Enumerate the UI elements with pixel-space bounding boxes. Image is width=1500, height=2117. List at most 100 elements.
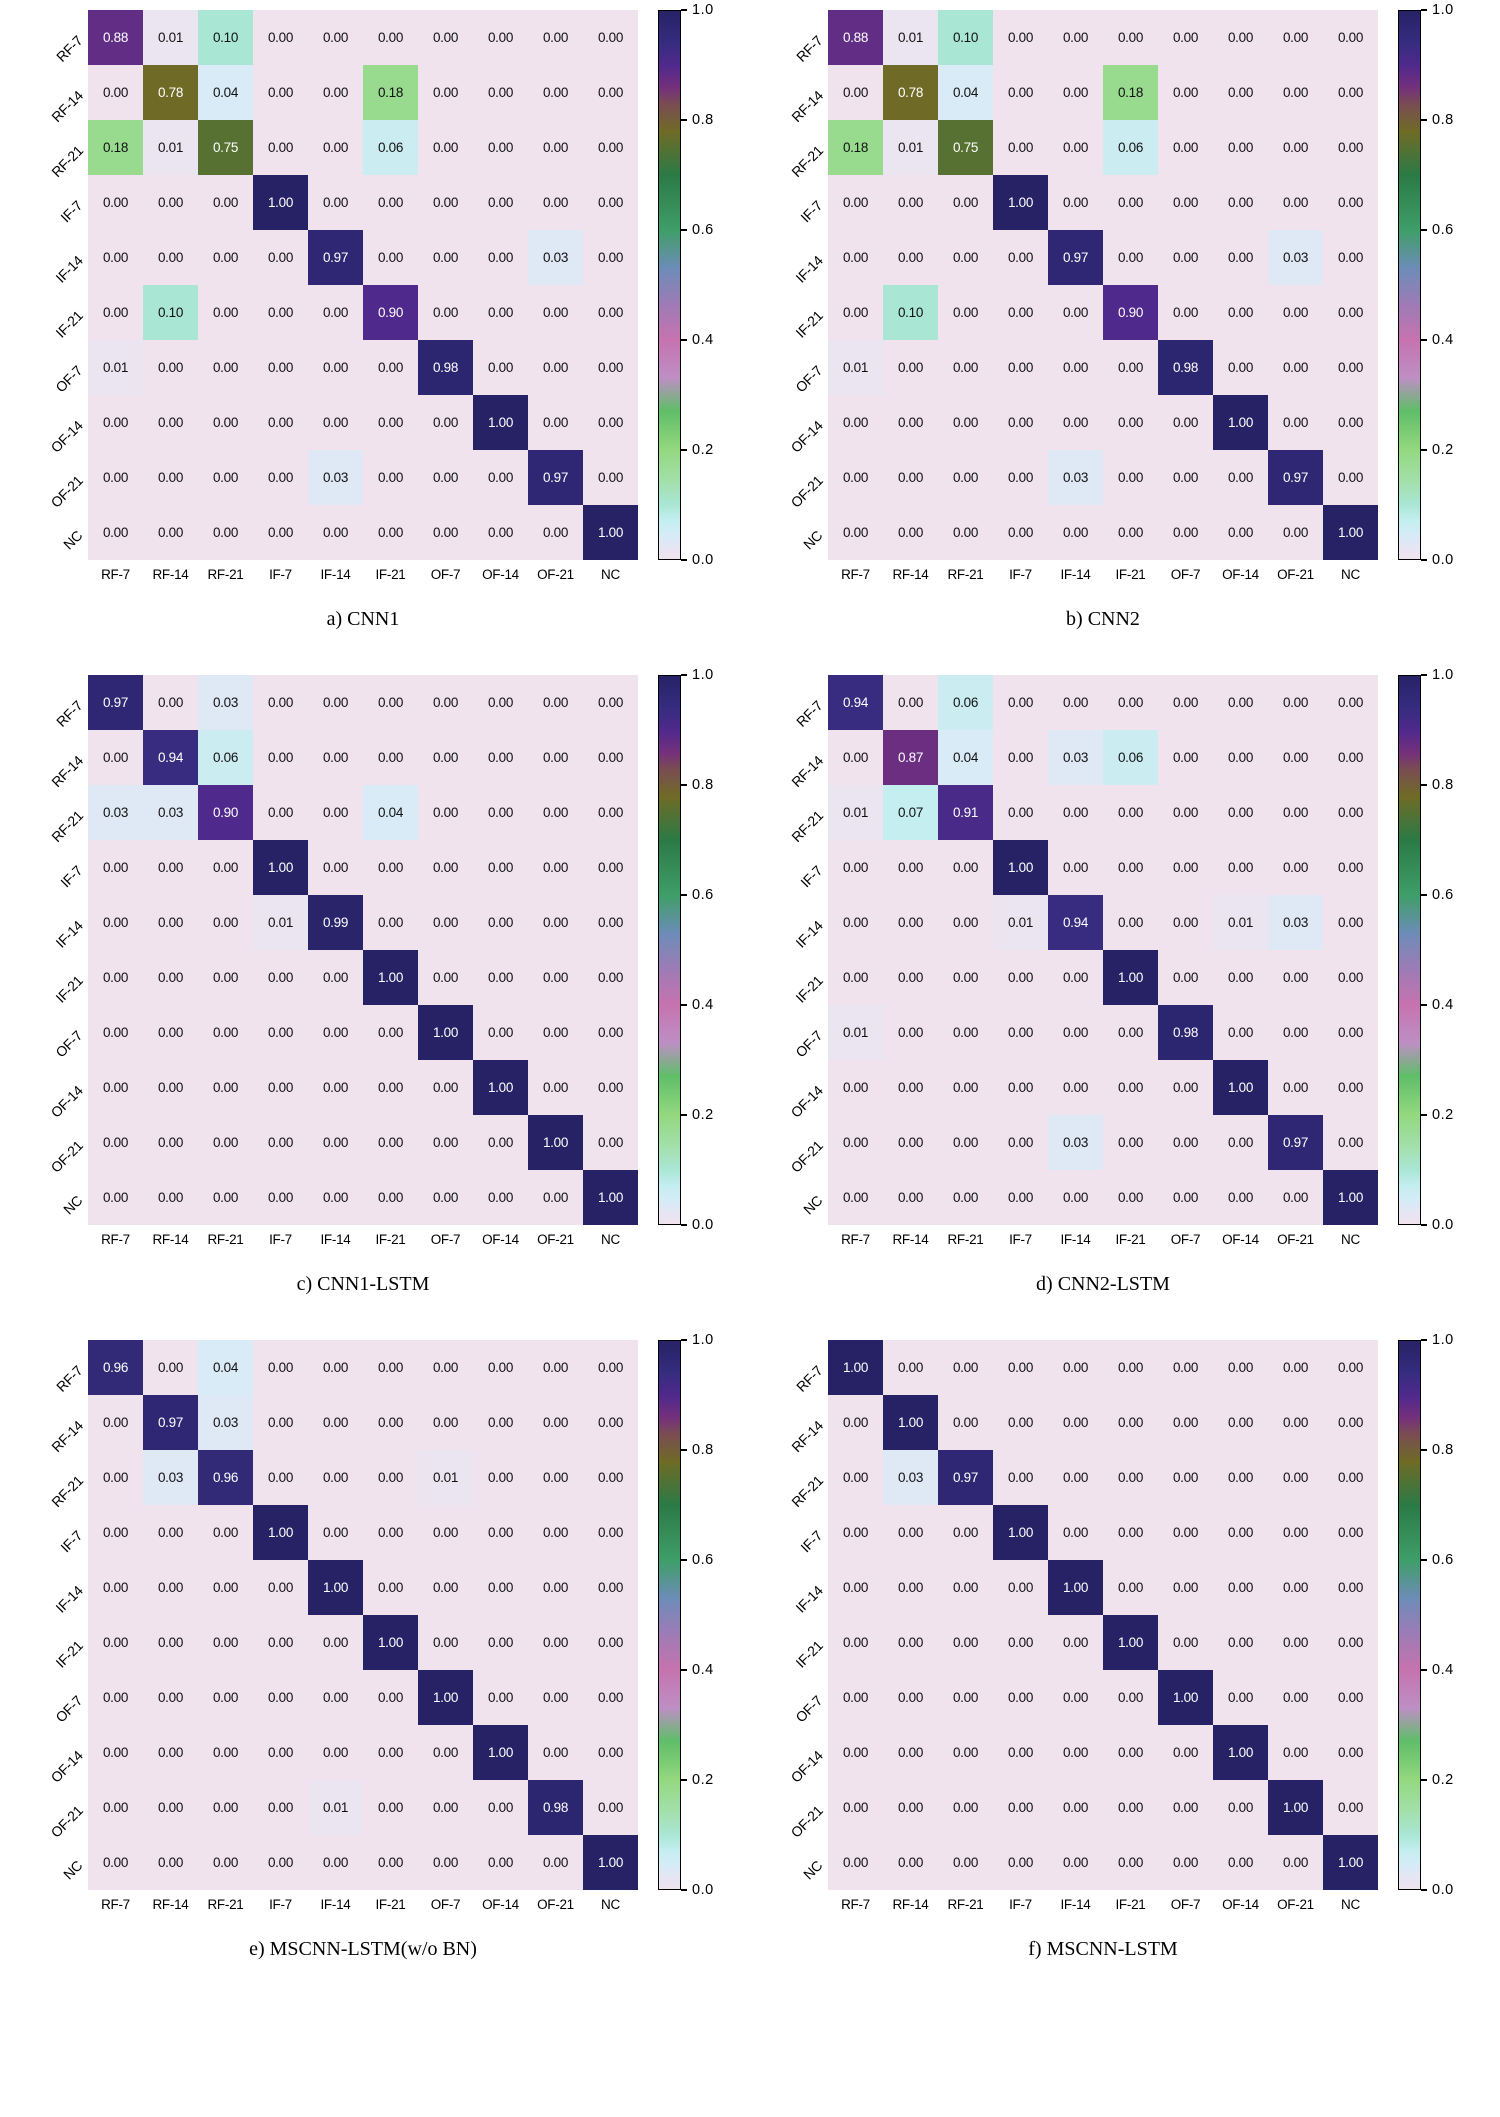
colorbar-tick-label: 0.2 (692, 1107, 714, 1123)
colorbar-tick: 0.2 (1421, 1772, 1454, 1788)
heatmap-row: IF-14 0.00 0.00 0.00 0.00 1.00 0.00 0.00 0.00 0.0… (16, 1560, 638, 1615)
colorbar-tick: 0.2 (681, 442, 714, 458)
heatmap-cell: 0.00 (883, 505, 938, 560)
heatmap-cell: 0.00 (363, 840, 418, 895)
x-tick-label: OF-14 (482, 1897, 519, 1912)
heatmap-cell: 0.00 (528, 1450, 583, 1505)
heatmap-row: RF-21 0.01 0.07 0.91 0.00 0.00 0.00 0.00 0.00 0.0… (756, 785, 1378, 845)
heatmap-cell: 0.00 (583, 1060, 638, 1115)
heatmap-row: NC 0.00 0.00 0.00 0.00 0.00 0.00 0.00 0.00 0.00 1.… (756, 505, 1378, 560)
colorbar-ticks: 1.0 0.8 0.6 0.4 0.2 0.0 (681, 667, 737, 1233)
y-axis-tick: OF-7 (756, 1005, 828, 1060)
heatmap-cell: 1.00 (418, 1005, 473, 1060)
y-axis-tick: IF-14 (756, 230, 828, 285)
panel-caption: b) CNN2 (1066, 608, 1140, 630)
heatmap-cell: 0.00 (528, 120, 583, 175)
heatmap-cell: 0.03 (1268, 895, 1323, 950)
heatmap-cell: 1.00 (583, 1835, 638, 1890)
colorbar-gradient (658, 10, 681, 560)
heatmap-cell: 0.98 (418, 340, 473, 395)
heatmap-cell: 0.00 (583, 675, 638, 730)
heatmap-cell: 0.00 (1268, 1505, 1323, 1560)
heatmap-cell: 1.00 (1213, 1060, 1268, 1115)
heatmap-cell: 0.00 (583, 840, 638, 895)
colorbar-tick-label: 0.8 (1432, 112, 1454, 128)
x-tick-label: IF-14 (320, 1232, 351, 1247)
heatmap-cell: 0.01 (828, 340, 883, 395)
heatmap-cell: 0.00 (583, 175, 638, 230)
heatmap-cell: 0.00 (418, 175, 473, 230)
colorbar-tick-label: 0.2 (692, 1772, 714, 1788)
heatmap-cell: 0.00 (1048, 675, 1103, 730)
colorbar-tick: 0.2 (681, 1107, 714, 1123)
heatmap-cell: 0.00 (253, 1560, 308, 1615)
heatmap-cell: 0.00 (1268, 505, 1323, 560)
x-tick-label: IF-7 (269, 567, 292, 582)
heatmap-cell: 0.00 (143, 1115, 198, 1170)
heatmap-cell: 0.00 (143, 1780, 198, 1835)
heatmap-cell: 0.00 (363, 1005, 418, 1060)
heatmap-cell: 0.00 (583, 395, 638, 450)
heatmap-cell: 0.00 (1268, 785, 1323, 840)
x-axis-spacer (756, 567, 828, 582)
y-tick-label: RF-7 (793, 1361, 826, 1395)
colorbar-tick-label: 1.0 (692, 2, 714, 18)
heatmap-cell: 0.00 (883, 1340, 938, 1395)
heatmap-cell: 0.00 (308, 1340, 363, 1395)
colorbar-tick-mark (681, 1004, 687, 1006)
heatmap-cell: 0.00 (473, 785, 528, 840)
heatmap-cell: 0.00 (143, 1560, 198, 1615)
plot-area: RF-7 0.94 0.00 0.06 0.00 0.00 0.00 0.00 0.00 0.00… (756, 667, 1484, 1247)
heatmap-cell: 0.00 (938, 285, 993, 340)
heatmap-cell: 0.01 (828, 1005, 883, 1060)
heatmap-row: IF-14 0.00 0.00 0.00 0.01 0.99 0.00 0.00 0.00 0.0… (16, 895, 638, 950)
heatmap-cell: 0.00 (1048, 1505, 1103, 1560)
heatmap-cell: 0.00 (308, 65, 363, 120)
x-tick-label: IF-14 (320, 567, 351, 582)
heatmap-cell: 1.00 (1158, 1670, 1213, 1725)
heatmap-cell: 0.00 (198, 895, 253, 950)
heatmap-cell: 0.00 (1158, 1340, 1213, 1395)
heatmap-cell: 0.00 (938, 395, 993, 450)
heatmap-cell: 0.00 (198, 1005, 253, 1060)
heatmap-cell: 0.00 (1213, 230, 1268, 285)
colorbar-tick: 0.0 (1421, 1217, 1454, 1233)
heatmap-cell: 0.10 (198, 10, 253, 65)
heatmap-cell: 0.00 (1158, 730, 1213, 785)
colorbar-area: 1.0 0.8 0.6 0.4 0.2 0.0 (1398, 2, 1477, 568)
colorbar-tick-mark (681, 784, 687, 786)
heatmap-cell: 0.00 (1158, 1170, 1213, 1225)
heatmap-cell: 0.00 (993, 1780, 1048, 1835)
heatmap-cell: 0.00 (528, 730, 583, 785)
heatmap-cell: 0.00 (88, 1005, 143, 1060)
heatmap-cell: 0.00 (583, 1505, 638, 1560)
y-tick-label: RF-7 (793, 31, 826, 65)
heatmap-cell: 0.03 (88, 785, 143, 840)
heatmap-cell: 0.00 (883, 1835, 938, 1890)
y-axis-tick: IF-21 (16, 285, 88, 340)
x-tick-label: RF-7 (101, 1897, 130, 1912)
heatmap-cell: 0.00 (143, 340, 198, 395)
heatmap-row: RF-21 0.18 0.01 0.75 0.00 0.00 0.06 0.00 0.00 0.0… (16, 120, 638, 180)
x-tick-label: NC (1341, 567, 1360, 582)
panel-caption: d) CNN2-LSTM (1036, 1273, 1170, 1295)
heatmap-cell: 0.00 (418, 1340, 473, 1395)
heatmap-cell: 0.00 (253, 1060, 308, 1115)
heatmap-row: OF-7 0.00 0.00 0.00 0.00 0.00 0.00 1.00 0.00 0.00… (16, 1670, 638, 1725)
y-axis-tick: IF-21 (16, 1615, 88, 1670)
heatmap-cell: 0.00 (1268, 65, 1323, 120)
heatmap-cell: 0.00 (583, 1615, 638, 1670)
colorbar-tick: 1.0 (681, 1332, 714, 1348)
heatmap-cell: 0.00 (828, 285, 883, 340)
heatmap-cell: 0.00 (1323, 730, 1378, 785)
heatmap-cell: 0.00 (828, 450, 883, 505)
colorbar-tick-label: 0.6 (692, 1552, 714, 1568)
heatmap-cell: 0.00 (938, 840, 993, 895)
heatmap-cell: 0.75 (938, 120, 993, 175)
y-tick-label: IF-14 (52, 251, 86, 286)
heatmap-cell: 0.00 (143, 1835, 198, 1890)
heatmap-cell: 0.00 (1048, 65, 1103, 120)
y-axis-tick: IF-7 (756, 1505, 828, 1560)
heatmap-cell: 0.00 (1158, 505, 1213, 560)
heatmap-cell: 0.00 (1103, 1340, 1158, 1395)
